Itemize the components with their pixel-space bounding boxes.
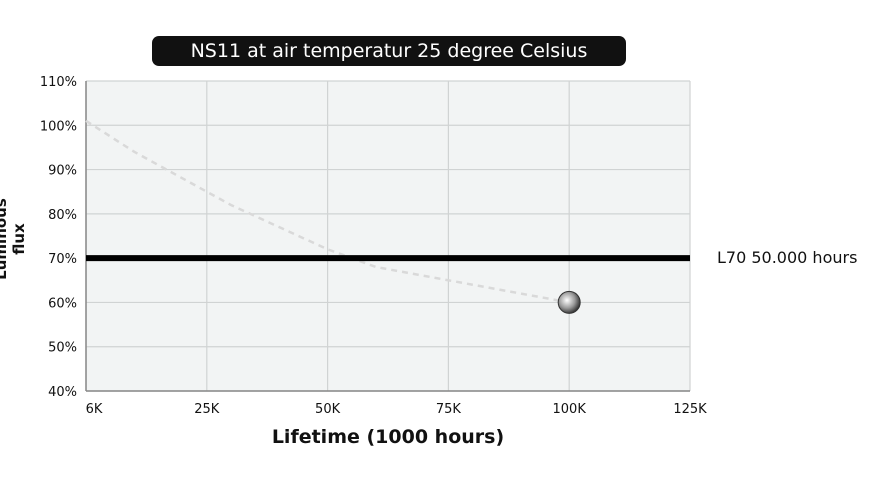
chart-title: NS11 at air temperatur 25 degree Celsius [152,36,626,66]
y-tick-label: 60% [48,296,77,311]
y-tick-label: 90% [48,164,77,179]
y-tick-label: 70% [48,252,77,267]
x-tick-label: 100K [553,402,587,417]
x-tick-label: 6K [86,402,103,417]
y-tick-label: 40% [48,385,77,400]
y-tick-label: 50% [48,341,77,356]
y-tick-label: 100% [40,119,77,134]
tick-labels: 110% 100% 90% 80% 70% 60% 50% 40% 6K 25K 50K 75K 100… [40,75,707,417]
series-line [85,119,570,304]
x-tick-label: 50K [315,402,341,417]
x-tick-label: 25K [194,402,220,417]
threshold-label: L70 50.000 hours [717,248,858,267]
y-tick-label: 110% [40,75,77,90]
y-tick-label: 80% [48,208,77,223]
x-tick-label: 75K [436,402,462,417]
y-axis-label: Luminous flux [0,198,28,280]
marker-group [557,290,581,314]
x-axis-label: Lifetime (1000 hours) [271,426,505,448]
series-group [85,119,570,304]
plot-area [86,81,690,391]
x-tick-label: 125K [673,402,707,417]
highlight-point [557,290,581,314]
